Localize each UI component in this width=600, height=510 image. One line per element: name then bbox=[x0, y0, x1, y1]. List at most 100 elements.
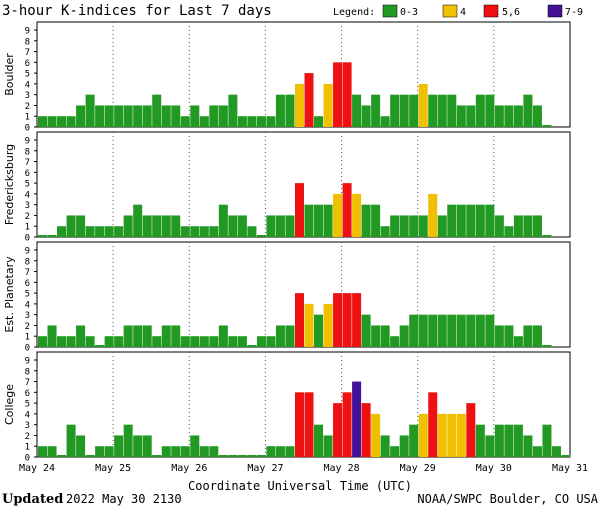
bar bbox=[275, 215, 285, 237]
bar bbox=[57, 336, 67, 347]
bar bbox=[190, 336, 200, 347]
y-tick-label: 0 bbox=[25, 454, 30, 464]
bar bbox=[85, 336, 95, 347]
y-tick-label: 8 bbox=[25, 147, 30, 157]
y-tick-label: 0 bbox=[25, 124, 30, 134]
bar bbox=[304, 204, 314, 237]
legend-swatch-0 bbox=[382, 4, 398, 18]
x-tick-label: May 25 bbox=[95, 463, 131, 474]
bar bbox=[390, 446, 400, 457]
bar bbox=[95, 105, 105, 127]
bar bbox=[361, 204, 371, 237]
bar bbox=[399, 435, 409, 457]
legend-swatch-1 bbox=[442, 4, 458, 18]
x-tick-label: May 30 bbox=[476, 463, 512, 474]
bar bbox=[237, 455, 247, 457]
bar bbox=[152, 336, 162, 347]
bar bbox=[152, 215, 162, 237]
bar bbox=[333, 293, 343, 347]
bar bbox=[161, 446, 171, 457]
bar bbox=[76, 215, 86, 237]
bar bbox=[504, 105, 514, 127]
bar bbox=[513, 336, 523, 347]
bar bbox=[47, 235, 57, 237]
bar bbox=[123, 215, 133, 237]
bar bbox=[285, 215, 295, 237]
bar bbox=[399, 215, 409, 237]
bar bbox=[361, 314, 371, 347]
bar bbox=[380, 226, 390, 237]
bar bbox=[123, 325, 133, 347]
bar bbox=[504, 325, 514, 347]
bar bbox=[38, 336, 48, 347]
bar bbox=[437, 215, 447, 237]
bar bbox=[104, 336, 114, 347]
y-tick-label: 9 bbox=[25, 357, 30, 367]
bar bbox=[237, 336, 247, 347]
bar bbox=[323, 204, 333, 237]
bar bbox=[371, 204, 381, 237]
bar bbox=[399, 325, 409, 347]
bar bbox=[380, 325, 390, 347]
bar bbox=[180, 446, 190, 457]
bar bbox=[428, 392, 438, 457]
bar bbox=[180, 116, 190, 127]
y-tick-label: 6 bbox=[25, 59, 30, 69]
bar bbox=[266, 336, 276, 347]
bar bbox=[380, 116, 390, 127]
bar bbox=[314, 424, 324, 457]
y-tick-label: 4 bbox=[25, 190, 30, 200]
bar bbox=[199, 336, 209, 347]
y-tick-label: 8 bbox=[25, 37, 30, 47]
bar bbox=[209, 105, 219, 127]
bar bbox=[428, 94, 438, 127]
bar bbox=[409, 314, 419, 347]
y-tick-label: 2 bbox=[25, 212, 30, 222]
bar bbox=[371, 325, 381, 347]
y-tick-label: 6 bbox=[25, 389, 30, 399]
source-credit: NOAA/SWPC Boulder, CO USA bbox=[417, 492, 598, 506]
bar bbox=[314, 314, 324, 347]
bar bbox=[475, 94, 485, 127]
y-tick-label: 5 bbox=[25, 290, 30, 300]
bar bbox=[237, 116, 247, 127]
bar bbox=[475, 424, 485, 457]
bar bbox=[133, 105, 143, 127]
y-tick-label: 1 bbox=[25, 333, 30, 343]
bar bbox=[247, 116, 257, 127]
bar bbox=[542, 345, 552, 347]
bar bbox=[418, 413, 428, 457]
bar bbox=[437, 314, 447, 347]
bar bbox=[76, 325, 86, 347]
bar bbox=[247, 455, 257, 457]
bar bbox=[66, 424, 76, 457]
x-tick-label: May 27 bbox=[247, 463, 283, 474]
y-tick-label: 3 bbox=[25, 421, 30, 431]
bar bbox=[66, 116, 76, 127]
y-tick-label: 5 bbox=[25, 400, 30, 410]
y-tick-label: 9 bbox=[25, 27, 30, 37]
y-tick-label: 7 bbox=[25, 268, 30, 278]
bar bbox=[209, 226, 219, 237]
bar bbox=[95, 345, 105, 347]
bar bbox=[294, 392, 304, 457]
bar bbox=[513, 215, 523, 237]
bar bbox=[38, 116, 48, 127]
y-tick-label: 6 bbox=[25, 279, 30, 289]
y-tick-label: 9 bbox=[25, 137, 30, 147]
bar bbox=[475, 204, 485, 237]
bar bbox=[494, 215, 504, 237]
station-label: Boulder bbox=[3, 53, 16, 96]
bar bbox=[532, 325, 542, 347]
x-tick-label: May 24 bbox=[19, 463, 55, 474]
bar bbox=[256, 336, 266, 347]
bar bbox=[152, 455, 162, 457]
bar bbox=[228, 455, 238, 457]
bar bbox=[532, 105, 542, 127]
bar bbox=[199, 226, 209, 237]
bar bbox=[437, 94, 447, 127]
bar bbox=[314, 116, 324, 127]
station-label: College bbox=[3, 384, 16, 425]
y-tick-label: 8 bbox=[25, 367, 30, 377]
